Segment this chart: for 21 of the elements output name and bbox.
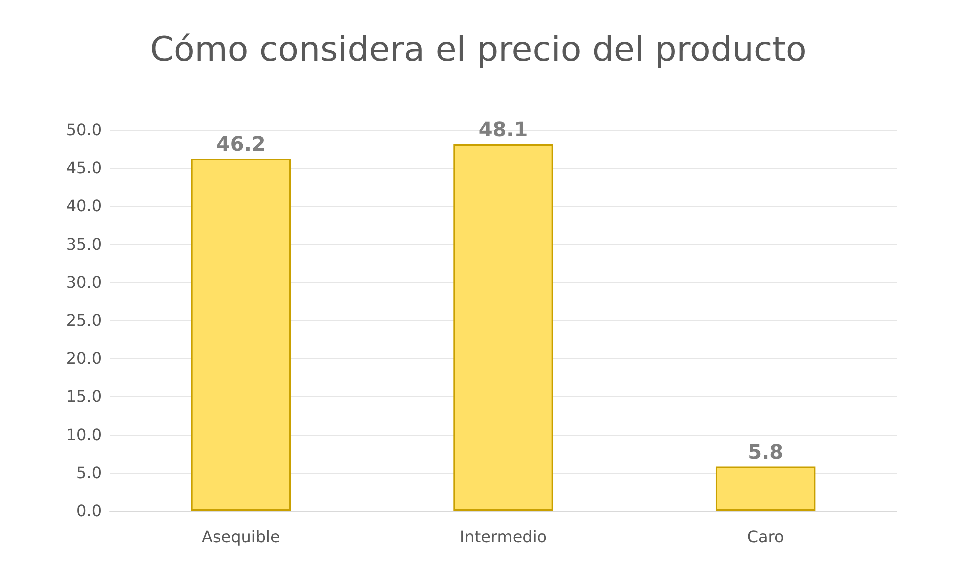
data-label: 48.1 [478, 117, 528, 142]
bar [454, 144, 554, 511]
y-tick-label: 30.0 [66, 272, 102, 292]
data-label: 46.2 [216, 132, 266, 156]
data-label: 5.8 [748, 440, 784, 464]
y-tick-label: 40.0 [66, 196, 102, 216]
x-tick-label: Caro [747, 528, 784, 546]
bar [191, 158, 292, 511]
y-tick-label: 0.0 [76, 502, 102, 520]
y-tick-label: 35.0 [66, 234, 102, 254]
y-tick-label: 5.0 [76, 463, 102, 482]
y-tick-label: 45.0 [66, 158, 102, 178]
x-tick-label: Intermedio [460, 528, 548, 546]
y-tick-label: 10.0 [66, 425, 102, 444]
y-tick-label: 15.0 [66, 387, 102, 406]
chart-title: Cómo considera el precio del producto [150, 30, 807, 70]
bar [716, 466, 816, 511]
x-tick-label: Asequible [202, 528, 280, 546]
y-tick-label: 50.0 [66, 120, 102, 140]
y-tick-label: 25.0 [66, 311, 102, 330]
y-tick-label: 20.0 [66, 349, 102, 368]
